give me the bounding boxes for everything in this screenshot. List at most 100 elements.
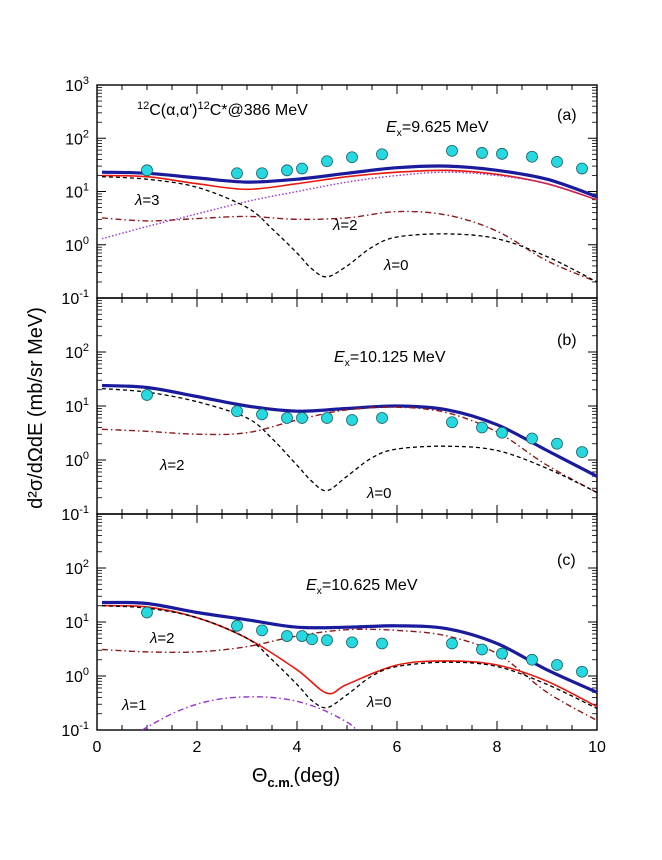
data-point <box>346 636 358 649</box>
curve-lambda2 <box>101 210 597 283</box>
y-tick-label: 10-1 <box>61 288 89 308</box>
curve-label: λ=3 <box>134 192 160 209</box>
data-point <box>476 147 488 159</box>
y-tick-label: 101 <box>65 612 89 632</box>
data-point <box>306 633 318 646</box>
y-tick-label: 101 <box>65 396 89 416</box>
y-tick-label: 10-1 <box>61 720 89 740</box>
curve-label: λ=0 <box>383 257 409 274</box>
x-tick-label: 2 <box>193 739 202 756</box>
curves <box>101 600 597 730</box>
energy-label: Ex=10.125 MeV <box>334 349 446 369</box>
curve-total <box>101 164 597 199</box>
curve-label: λ=0 <box>366 485 392 502</box>
data-point <box>476 421 488 434</box>
curve-lambda0 <box>101 387 597 494</box>
y-axis-label: d²σ/dΩdE (mb/sr MeV) <box>25 307 47 509</box>
y-tick-label: 100 <box>65 235 89 255</box>
y-tick-label: 102 <box>65 128 89 148</box>
data-point <box>231 167 243 180</box>
curve-total <box>101 600 597 694</box>
data-point <box>376 412 388 424</box>
curve-label: λ=2 <box>332 217 358 234</box>
data-point <box>256 167 268 180</box>
y-tick-label: 101 <box>65 182 89 202</box>
data-point <box>321 412 333 424</box>
curve-red_fit <box>101 169 597 201</box>
curve-label: λ=0 <box>366 694 392 711</box>
data-point <box>496 147 508 160</box>
x-tick-label: 0 <box>93 739 102 756</box>
panel-b: 102 101 100 10-1 (b) Ex=10.125 MeV λ=2 λ=0 <box>61 297 598 524</box>
reaction-label: 12C(α,α')12C*@386 MeV <box>137 100 308 119</box>
y-tick-label: 102 <box>65 558 89 578</box>
x-tick-label: 10 <box>588 739 606 756</box>
data-point <box>576 665 588 678</box>
data-point <box>551 659 563 671</box>
data-point <box>321 634 333 647</box>
curve-lambda0 <box>101 605 597 710</box>
curves <box>101 383 597 494</box>
data-point <box>496 647 508 660</box>
x-axis-label-subscript: c.m. <box>267 775 293 790</box>
data-point <box>576 162 588 175</box>
data-point <box>281 164 293 177</box>
curve-lambda2 <box>101 628 597 722</box>
panel-tag: (c) <box>557 552 576 569</box>
data-point <box>446 144 458 157</box>
data-point <box>496 426 508 439</box>
data-point <box>281 630 293 642</box>
data-point <box>296 412 308 424</box>
y-tick-label: 100 <box>65 666 89 686</box>
curve-total <box>101 383 597 478</box>
data-point <box>576 446 588 459</box>
data-point <box>296 162 308 175</box>
data-point <box>551 155 563 168</box>
data-point <box>376 148 388 161</box>
data-point <box>446 416 458 429</box>
curve-lambda1 <box>141 696 358 730</box>
data-point <box>141 606 153 619</box>
data-point <box>256 624 268 637</box>
data-point <box>231 619 243 632</box>
panel-c: 102 101 100 10-1 (c) Ex=10.625 MeV λ=2 λ=1 λ=0 0 2… <box>61 513 606 756</box>
curve-label: λ=2 <box>149 630 175 647</box>
panel-frame <box>96 513 598 731</box>
panel-a: 103 102 101 100 10-1 (a) Ex=9.625 MeV 12C(α,α')… <box>61 75 598 308</box>
data-point <box>376 637 388 650</box>
x-tick-label: 6 <box>393 739 402 756</box>
curve-lambda3 <box>101 171 597 240</box>
y-tick-label: 102 <box>65 342 89 362</box>
y-tick-label: 10-1 <box>61 504 89 524</box>
x-axis-label-unit: (deg) <box>293 765 340 787</box>
data-point <box>296 630 308 642</box>
data-point <box>526 432 538 445</box>
data-point <box>141 389 153 401</box>
panel-frame <box>96 297 598 515</box>
curve-label: λ=1 <box>121 697 147 714</box>
svg-text:Θc.m.(deg): Θc.m.(deg) <box>252 765 340 790</box>
data-points <box>141 606 588 678</box>
curves <box>101 164 597 283</box>
curve-lambda2 <box>101 406 597 494</box>
data-points <box>141 144 588 180</box>
data-point <box>551 437 563 450</box>
panel-tag: (a) <box>557 107 577 124</box>
panel-tag: (b) <box>557 332 577 349</box>
data-points <box>141 389 588 459</box>
data-point <box>526 653 538 666</box>
data-point <box>281 412 293 424</box>
data-point <box>346 151 358 164</box>
curve-label: λ=2 <box>159 457 185 474</box>
curve-lambda0 <box>101 176 597 283</box>
x-axis-label-symbol: Θ <box>252 765 268 787</box>
data-point <box>476 643 488 656</box>
y-tick-label: 103 <box>65 75 89 95</box>
data-point <box>321 155 333 168</box>
energy-label: Ex=10.625 MeV <box>306 577 418 597</box>
data-point <box>446 637 458 650</box>
x-tick-label: 4 <box>293 739 302 756</box>
energy-label: Ex=9.625 MeV <box>386 119 489 139</box>
